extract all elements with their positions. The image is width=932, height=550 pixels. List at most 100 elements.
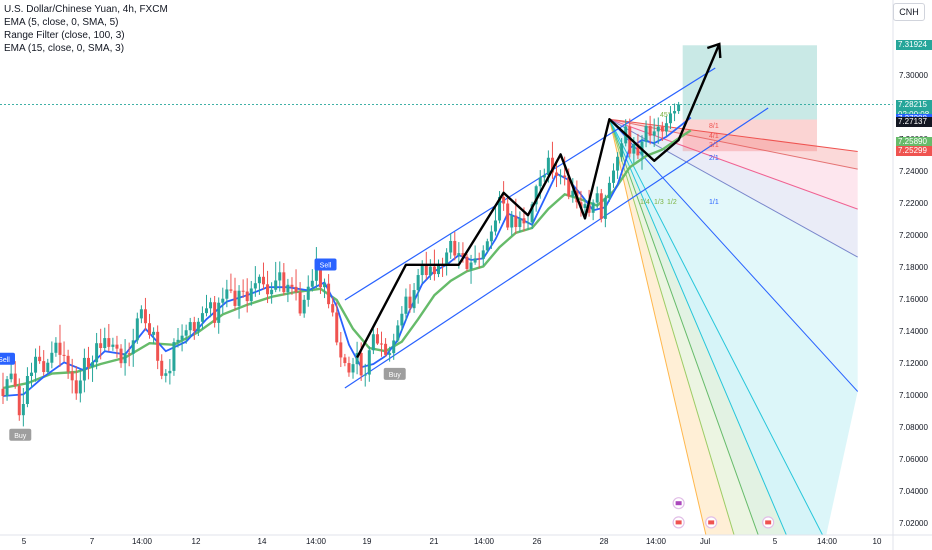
candle-body: [542, 175, 546, 178]
fan-label: 8/1: [709, 123, 719, 130]
candle-body: [29, 372, 33, 376]
x-tick-label: 26: [532, 537, 542, 546]
signal-label: Buy: [14, 433, 27, 440]
candle-body: [278, 272, 282, 281]
fan-label: 1/2: [667, 199, 677, 206]
candle-body: [123, 353, 127, 364]
candle-body: [648, 125, 652, 136]
candle-body: [205, 308, 208, 314]
candle-body: [339, 342, 343, 358]
x-tick-label: 10: [872, 537, 882, 546]
candle-body: [396, 325, 400, 341]
x-tick-label: 14:00: [131, 537, 153, 546]
candle-body: [42, 361, 46, 372]
y-tick-label: 7.12000: [899, 359, 928, 368]
candle-body: [538, 177, 542, 187]
candle-body: [599, 193, 603, 219]
y-tick-label: 7.24000: [899, 167, 928, 176]
channel-line: [344, 107, 769, 389]
candle-body: [237, 290, 241, 306]
candle-body: [82, 357, 86, 381]
candle-body: [567, 177, 571, 197]
candle-body: [424, 265, 428, 276]
candle-body: [603, 198, 607, 219]
price-tag: 7.31924: [896, 40, 932, 51]
candle-body: [245, 291, 249, 302]
candle-body: [559, 175, 563, 177]
candle-body: [229, 289, 233, 291]
fan-label: 45°: [660, 111, 671, 119]
candle-body: [115, 344, 119, 349]
candle-body: [347, 363, 351, 373]
symbol-button[interactable]: CNH: [893, 3, 925, 21]
candle-body: [420, 265, 424, 276]
candle-body: [644, 125, 648, 142]
us-flag-icon: [675, 520, 682, 525]
fan-line: [608, 119, 707, 535]
candle-body: [498, 196, 502, 221]
candle-body: [445, 252, 449, 265]
candle-body: [1, 388, 5, 396]
candle-body: [143, 309, 147, 324]
candle-body: [298, 292, 302, 314]
candle-body: [616, 156, 620, 171]
fan-line: [609, 118, 858, 153]
ema-slow-line: [2, 129, 692, 390]
candle-body: [266, 284, 270, 295]
y-tick-label: 7.06000: [899, 455, 928, 464]
candle-body: [481, 250, 485, 260]
candle-body: [461, 253, 465, 257]
candle-body: [99, 343, 103, 348]
candle-body: [119, 348, 123, 364]
candle-body: [58, 342, 62, 355]
x-tick-label: 14:00: [473, 537, 495, 546]
candle-body: [66, 355, 70, 372]
candle-body: [677, 104, 681, 112]
candle-body: [176, 339, 180, 343]
price-tag: 7.27137: [896, 116, 932, 127]
chart-legend: U.S. Dollar/Chinese Yuan, 4h, FXCM EMA (…: [4, 3, 168, 55]
candle-body: [550, 157, 554, 173]
y-tick-label: 7.02000: [899, 519, 928, 528]
candle-body: [673, 111, 677, 114]
fan-zone-bottom: [609, 119, 858, 535]
candle-body: [139, 309, 143, 319]
candle-body: [310, 280, 314, 287]
candle-body: [591, 202, 595, 213]
candle-body: [668, 113, 672, 124]
candle-body: [510, 215, 514, 228]
candle-body: [514, 215, 518, 228]
candle-body: [131, 340, 135, 354]
candle-body: [530, 204, 534, 223]
candle-body: [660, 126, 664, 132]
candle-body: [392, 340, 396, 354]
y-tick-label: 7.16000: [899, 295, 928, 304]
zigzag-line: [356, 43, 721, 359]
candle-body: [180, 335, 184, 340]
candle-body: [502, 196, 506, 204]
candle-body: [21, 404, 25, 416]
price-tag: 7.25890: [896, 136, 932, 147]
candle-body: [469, 262, 473, 269]
candle-body: [160, 360, 164, 376]
candle-body: [156, 331, 160, 361]
candle-body: [363, 374, 367, 376]
fan-label: 4/1: [709, 133, 719, 140]
candle-body: [217, 302, 221, 323]
x-tick-label: 14:00: [305, 537, 327, 546]
candle-body: [607, 182, 611, 199]
candle-body: [587, 204, 591, 213]
x-tick-label: 14:00: [816, 537, 838, 546]
candle-body: [473, 258, 477, 263]
candle-body: [343, 357, 347, 364]
candle-body: [355, 352, 359, 365]
y-tick-label: 7.30000: [899, 71, 928, 80]
candle-body: [50, 352, 54, 363]
candle-body: [620, 143, 624, 157]
candle-body: [331, 304, 335, 313]
candle-body: [38, 356, 42, 362]
plot-area: 8/1 4/1 3/1 2/1 1/1 1/4 1/3 1/2 45° Sell Buy Sell Bu…: [0, 42, 893, 535]
candle-body: [148, 323, 152, 335]
candle-body: [107, 338, 111, 347]
